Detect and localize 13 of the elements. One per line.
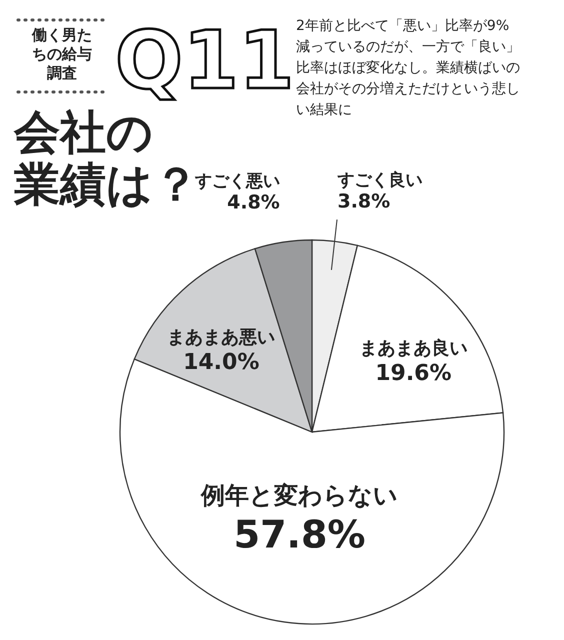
text: 働く男たちの給与調査	[31, 26, 92, 82]
chart-subtitle: 2年前と比べて「悪い」比率が9%減っているのだが、一方で「良い」比率はほぼ変化なし。業績横ばいの会社がその分増えただけという悲しい結果に	[296, 18, 520, 118]
data-label: 19.6%	[375, 360, 452, 386]
data-label: 3.8%	[337, 190, 390, 213]
slice-label: まあまあ良い	[359, 338, 468, 359]
text: Q11	[115, 14, 294, 107]
data-label: 57.8%	[234, 512, 366, 556]
data-label: 4.8%	[227, 192, 280, 214]
slice-label: すごく悪い	[194, 172, 280, 192]
data-label: 14.0%	[183, 350, 260, 375]
slice-label: 例年と変わらない	[200, 482, 398, 510]
slice-label: まあまあ悪い	[167, 326, 276, 348]
slice-label: すごく良い	[336, 170, 422, 191]
